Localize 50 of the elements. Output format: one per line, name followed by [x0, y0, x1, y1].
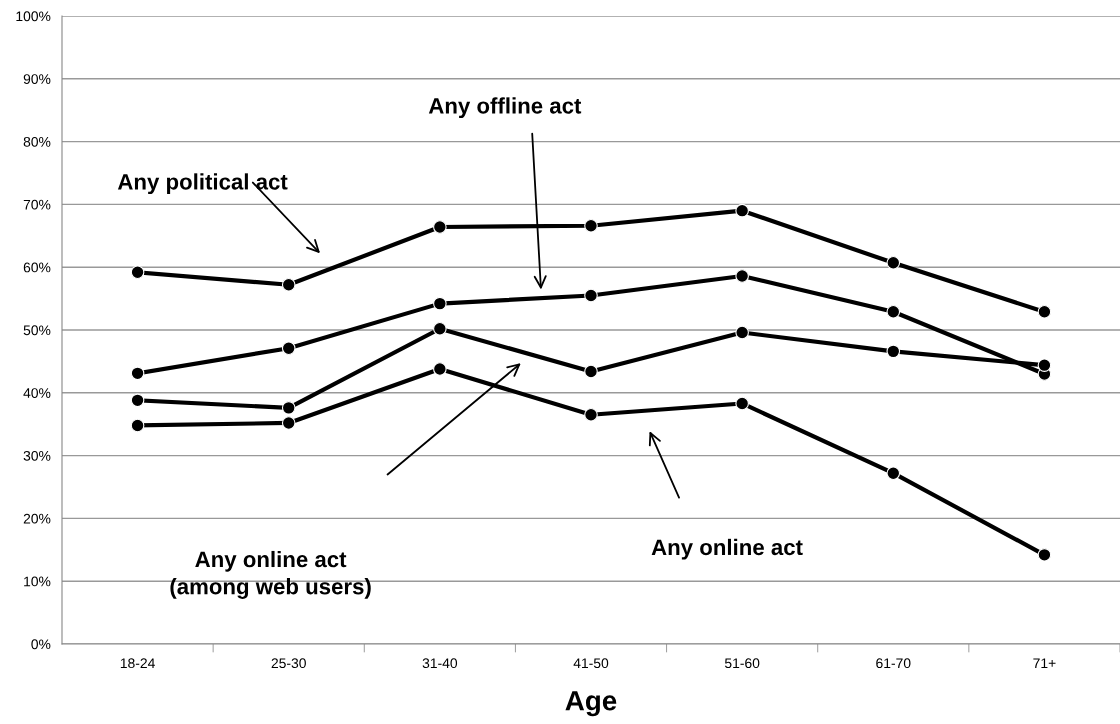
point [735, 203, 749, 218]
point [886, 466, 901, 480]
x-tick-label: 31-40 [422, 658, 458, 669]
point [1037, 358, 1052, 372]
point [130, 366, 145, 381]
x-tick-label: 71+ [1033, 658, 1056, 668]
point [886, 255, 901, 270]
y-tick-label: 90% [23, 74, 51, 84]
y-tick-label: 50% [23, 325, 51, 336]
y-tick-label: 40% [23, 388, 51, 398]
point [584, 218, 598, 233]
y-tick-label: 70% [23, 199, 51, 210]
point [281, 277, 296, 292]
point [584, 407, 598, 422]
x-tick-label: 51-60 [724, 658, 760, 669]
x-tick-label: 18-24 [120, 658, 155, 669]
point [584, 364, 598, 379]
point [433, 296, 447, 311]
point [433, 362, 447, 376]
point [584, 288, 598, 303]
point [433, 321, 447, 336]
point [281, 341, 296, 356]
annotation: Any political act [117, 173, 288, 195]
point [130, 265, 145, 280]
x-tick-label: 25-30 [271, 658, 306, 669]
y-tick-label: 30% [23, 450, 51, 461]
point [130, 393, 145, 408]
y-tick-label: 20% [23, 513, 51, 524]
annotation: Any offline act [428, 97, 582, 119]
x-tick-label: 61-70 [876, 658, 911, 669]
point [281, 401, 296, 415]
point [1037, 304, 1052, 319]
annotation: Any online act [651, 538, 803, 560]
point [281, 416, 296, 430]
y-tick-label: 100% [16, 11, 51, 22]
y-tick-label: 10% [24, 576, 51, 587]
x-tick-label: 41-50 [573, 658, 609, 669]
annotation: Any online act (among web users) [170, 550, 371, 599]
point [886, 304, 901, 319]
point [433, 220, 447, 234]
point [735, 325, 749, 340]
point [735, 269, 749, 283]
point [886, 344, 901, 359]
y-tick-label: 60% [23, 262, 51, 273]
point [1037, 548, 1052, 562]
x-axis-title: Age [565, 691, 617, 717]
y-tick-label: 0% [31, 639, 51, 650]
point [130, 418, 145, 433]
y-tick-label: 80% [23, 136, 51, 147]
point [735, 396, 749, 411]
